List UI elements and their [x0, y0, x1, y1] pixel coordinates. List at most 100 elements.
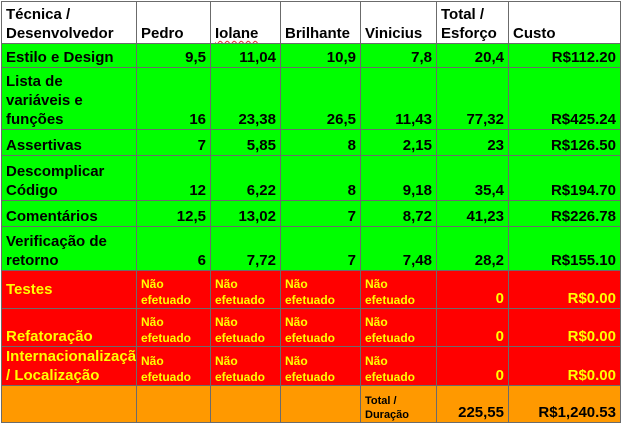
not-done-line: efetuado [141, 293, 192, 307]
cell-brilhante-not-done[interactable]: Não efetuado [280, 270, 361, 309]
header-technique-developer[interactable]: Técnica / Desenvolvedor [1, 1, 137, 44]
not-done-line: efetuado [365, 293, 416, 307]
cell-iolane[interactable]: 13,02 [210, 200, 281, 227]
cell-total[interactable]: 23 [436, 129, 509, 156]
cell-total[interactable]: 0 [436, 308, 509, 347]
row-label[interactable]: Lista de variáveis e funções [1, 67, 137, 130]
cell-brilhante-not-done[interactable]: Não efetuado [280, 308, 361, 347]
cell-brilhante[interactable]: 10,9 [280, 43, 361, 68]
cell-brilhante[interactable]: 7 [280, 200, 361, 227]
cell-vinicius[interactable]: 2,15 [360, 129, 437, 156]
not-done-line: efetuado [365, 370, 416, 384]
cell-iolane[interactable]: 6,22 [210, 155, 281, 201]
row-label-text: Comentários [6, 208, 98, 225]
cell-brilhante[interactable]: 7 [280, 226, 361, 271]
cell-total[interactable]: 77,32 [436, 67, 509, 130]
not-done-line: efetuado [285, 370, 336, 384]
cell-vinicius[interactable]: 7,8 [360, 43, 437, 68]
cell-vinicius[interactable]: 11,43 [360, 67, 437, 130]
cell-cost[interactable]: R$112.20 [508, 43, 621, 68]
cell-pedro-not-done[interactable]: Não efetuado [136, 270, 211, 309]
table-row-not-done: Internacionalização / Localização Não efe… [1, 346, 621, 386]
row-label[interactable]: Internacionalização / Localização [1, 346, 137, 386]
not-done-line: Não [215, 277, 238, 291]
cell-iolane[interactable]: 7,72 [210, 226, 281, 271]
table-row: Descomplicar Código 12 6,22 8 9,18 35,4 … [1, 155, 621, 201]
cell-total[interactable]: 35,4 [436, 155, 509, 201]
cell-vinicius-not-done[interactable]: Não efetuado [360, 308, 437, 347]
row-label-line: Descomplicar [6, 163, 105, 180]
not-done-line: Não [365, 315, 388, 329]
cell-brilhante-not-done[interactable]: Não efetuado [280, 346, 361, 386]
cell-pedro[interactable]: 16 [136, 67, 211, 130]
not-done-line: Não [365, 354, 388, 368]
not-done-line: efetuado [285, 331, 336, 345]
cell-cost[interactable]: R$155.10 [508, 226, 621, 271]
row-label[interactable]: Assertivas [1, 129, 137, 156]
not-done-line: Não [141, 277, 164, 291]
cell-cost[interactable]: R$0.00 [508, 346, 621, 386]
totals-label[interactable]: Total / Duração [360, 385, 437, 423]
row-label[interactable]: Comentários [1, 200, 137, 227]
cell-pedro[interactable]: 12,5 [136, 200, 211, 227]
cell-total[interactable]: 41,23 [436, 200, 509, 227]
cell-cost[interactable]: R$0.00 [508, 308, 621, 347]
cell-pedro[interactable]: 12 [136, 155, 211, 201]
totals-empty-cell[interactable] [210, 385, 281, 423]
not-done-line: efetuado [285, 293, 336, 307]
cell-vinicius[interactable]: 9,18 [360, 155, 437, 201]
cell-pedro-not-done[interactable]: Não efetuado [136, 346, 211, 386]
cell-iolane[interactable]: 5,85 [210, 129, 281, 156]
cell-vinicius-not-done[interactable]: Não efetuado [360, 270, 437, 309]
not-done-line: efetuado [141, 331, 192, 345]
cell-pedro[interactable]: 6 [136, 226, 211, 271]
not-done-line: Não [365, 277, 388, 291]
cell-pedro[interactable]: 9,5 [136, 43, 211, 68]
row-label[interactable]: Testes [1, 270, 137, 309]
cell-brilhante[interactable]: 8 [280, 129, 361, 156]
cell-iolane-not-done[interactable]: Não efetuado [210, 308, 281, 347]
cell-total[interactable]: 28,2 [436, 226, 509, 271]
totals-label-line: Total / [365, 395, 397, 407]
row-label[interactable]: Estilo e Design [1, 43, 137, 68]
totals-empty-cell[interactable] [1, 385, 137, 423]
totals-effort[interactable]: 225,55 [436, 385, 509, 423]
row-label-line: Lista de [6, 73, 63, 90]
totals-empty-cell[interactable] [136, 385, 211, 423]
cell-iolane-not-done[interactable]: Não efetuado [210, 270, 281, 309]
cell-brilhante[interactable]: 8 [280, 155, 361, 201]
cell-pedro-not-done[interactable]: Não efetuado [136, 308, 211, 347]
header-pedro[interactable]: Pedro [136, 1, 211, 44]
header-total-line2: Esforço [441, 25, 497, 42]
row-label-line: / Localização [6, 367, 100, 384]
cell-total[interactable]: 0 [436, 270, 509, 309]
cell-total[interactable]: 20,4 [436, 43, 509, 68]
cell-cost[interactable]: R$226.78 [508, 200, 621, 227]
cell-vinicius[interactable]: 7,48 [360, 226, 437, 271]
cell-cost[interactable]: R$126.50 [508, 129, 621, 156]
row-label[interactable]: Descomplicar Código [1, 155, 137, 201]
header-cost[interactable]: Custo [508, 1, 621, 44]
cell-iolane[interactable]: 23,38 [210, 67, 281, 130]
row-label[interactable]: Verificação de retorno [1, 226, 137, 271]
cell-cost[interactable]: R$194.70 [508, 155, 621, 201]
totals-empty-cell[interactable] [280, 385, 361, 423]
cell-brilhante[interactable]: 26,5 [280, 67, 361, 130]
cell-iolane-not-done[interactable]: Não efetuado [210, 346, 281, 386]
not-done-line: Não [285, 277, 308, 291]
cell-pedro[interactable]: 7 [136, 129, 211, 156]
header-vinicius[interactable]: Vinicius [360, 1, 437, 44]
cell-vinicius[interactable]: 8,72 [360, 200, 437, 227]
totals-label-line: Duração [365, 409, 410, 421]
cell-cost[interactable]: R$0.00 [508, 270, 621, 309]
cell-iolane[interactable]: 11,04 [210, 43, 281, 68]
header-brilhante[interactable]: Brilhante [280, 1, 361, 44]
header-iolane[interactable]: Iolane [210, 1, 281, 44]
header-technique: Técnica / [6, 6, 71, 23]
header-total-effort[interactable]: Total / Esforço [436, 1, 509, 44]
row-label[interactable]: Refatoração [1, 308, 137, 347]
cell-vinicius-not-done[interactable]: Não efetuado [360, 346, 437, 386]
cell-total[interactable]: 0 [436, 346, 509, 386]
cell-cost[interactable]: R$425.24 [508, 67, 621, 130]
totals-cost[interactable]: R$1,240.53 [508, 385, 621, 423]
